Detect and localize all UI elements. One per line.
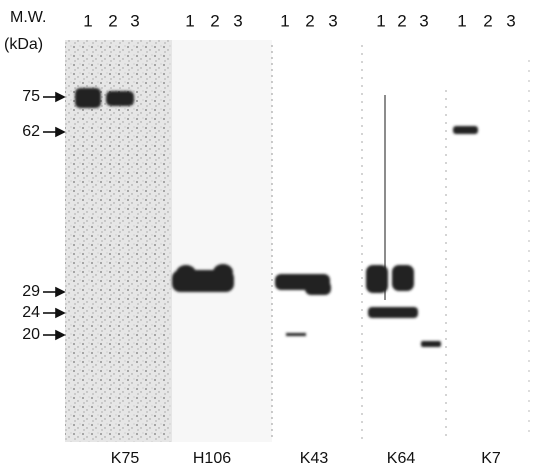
lane-number: 1 — [280, 11, 289, 30]
marker-label: 24 — [22, 304, 40, 321]
marker-label: 75 — [22, 88, 40, 105]
lane-number: 1 — [457, 11, 466, 30]
lane-number: 3 — [130, 11, 139, 30]
panel-label: H106 — [193, 450, 231, 467]
marker-label: 20 — [22, 326, 40, 343]
lane-number: 2 — [210, 11, 219, 30]
lane-number: 3 — [419, 11, 428, 30]
lane-number: 1 — [376, 11, 385, 30]
lane-number: 1 — [185, 11, 194, 30]
marker-arrows — [43, 91, 66, 341]
panel-label: K7 — [481, 450, 501, 467]
marker-label: 62 — [22, 123, 40, 140]
lane-number: 3 — [328, 11, 337, 30]
bands — [75, 88, 478, 347]
mw-label: M.W. — [10, 9, 46, 26]
lane-number: 3 — [233, 11, 242, 30]
lane-number: 2 — [108, 11, 117, 30]
lane-numbers: 1 2 3 1 2 3 1 2 3 1 2 3 1 2 3 — [83, 11, 515, 30]
lane-number: 1 — [83, 11, 92, 30]
lane-number: 2 — [305, 11, 314, 30]
panel-label: K64 — [387, 450, 416, 467]
marker-group: 75 62 29 24 20 — [22, 88, 40, 343]
lane-number: 3 — [506, 11, 515, 30]
lane-number: 2 — [397, 11, 406, 30]
panel-label: K75 — [111, 450, 140, 467]
lane-number: 2 — [483, 11, 492, 30]
panel-label: K43 — [300, 450, 329, 467]
marker-label: 29 — [22, 283, 40, 300]
mw-unit: (kDa) — [4, 36, 43, 53]
gel-panel — [172, 40, 272, 442]
